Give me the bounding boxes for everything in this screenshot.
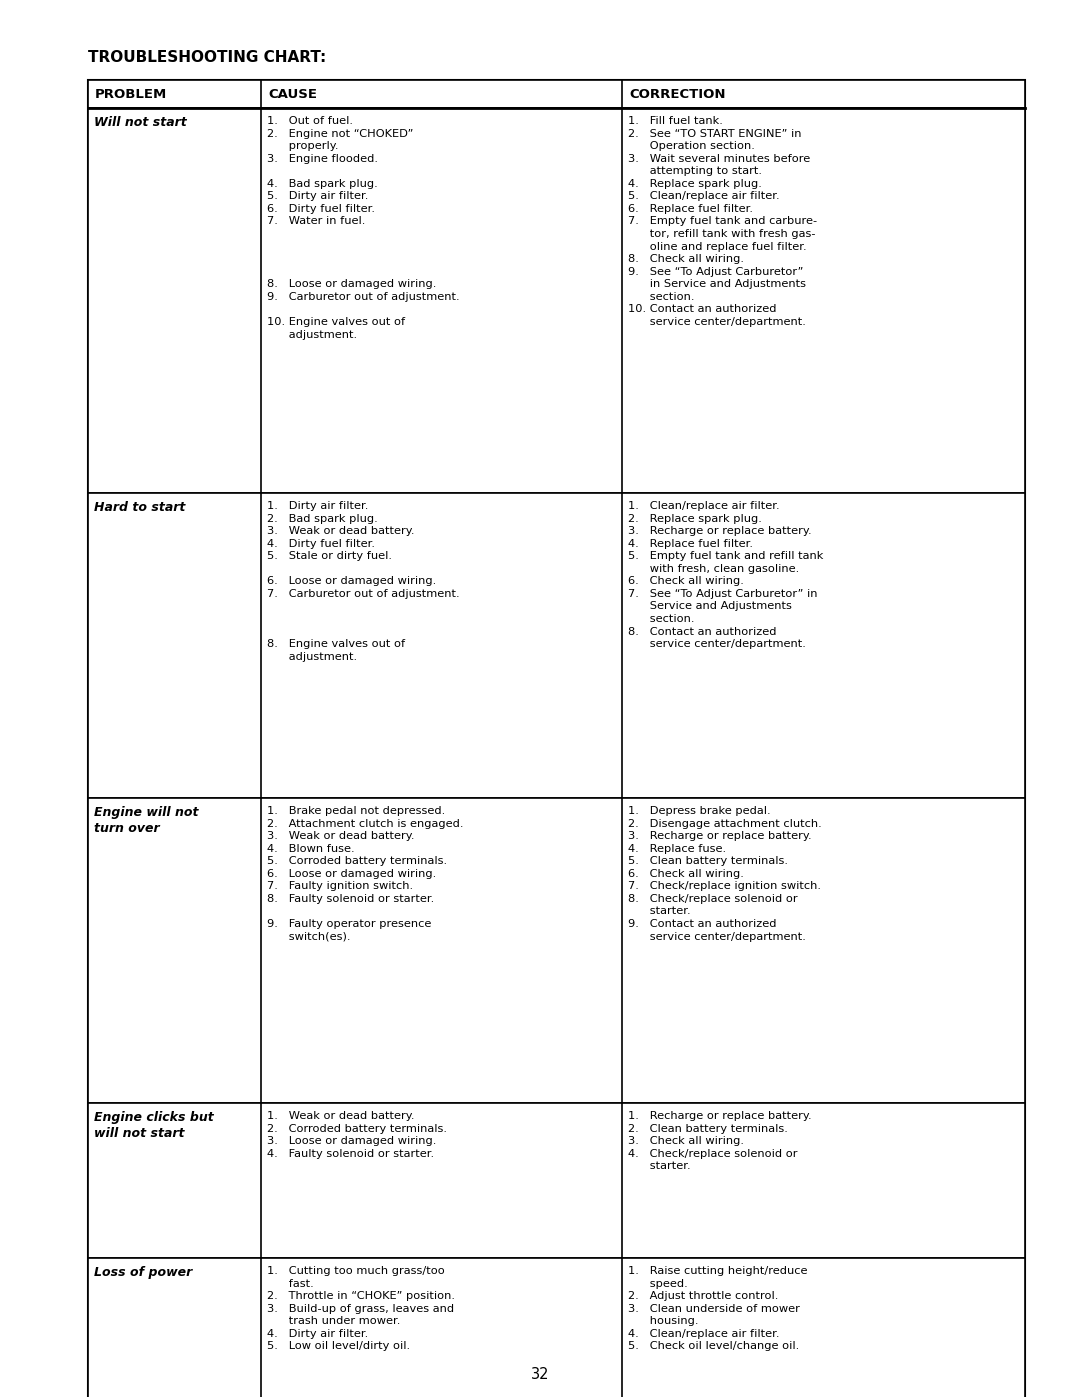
Text: 1.   Fill fuel tank.
2.   See “TO START ENGINE” in
      Operation section.
3.  : 1. Fill fuel tank. 2. See “TO START ENGI… — [629, 116, 818, 327]
Text: Engine will not
turn over: Engine will not turn over — [94, 806, 199, 835]
Text: 1.   Dirty air filter.
2.   Bad spark plug.
3.   Weak or dead battery.
4.   Dirt: 1. Dirty air filter. 2. Bad spark plug. … — [268, 502, 460, 662]
Bar — [87, 1104, 1025, 1259]
Text: 1.   Out of fuel.
2.   Engine not “CHOKED”
      properly.
3.   Engine flooded.
: 1. Out of fuel. 2. Engine not “CHOKED” p… — [268, 116, 460, 339]
Bar — [87, 798, 1025, 1104]
Bar — [87, 493, 1025, 798]
Text: 1.   Recharge or replace battery.
2.   Clean battery terminals.
3.   Check all w: 1. Recharge or replace battery. 2. Clean… — [629, 1111, 812, 1171]
Text: 1.   Raise cutting height/reduce
      speed.
2.   Adjust throttle control.
3.  : 1. Raise cutting height/reduce speed. 2.… — [629, 1266, 808, 1351]
Text: 1.   Brake pedal not depressed.
2.   Attachment clutch is engaged.
3.   Weak or : 1. Brake pedal not depressed. 2. Attachm… — [268, 806, 463, 942]
Bar — [87, 80, 1025, 1397]
Text: 32: 32 — [530, 1368, 550, 1382]
Text: Loss of power: Loss of power — [94, 1266, 192, 1280]
Text: Engine clicks but
will not start: Engine clicks but will not start — [94, 1111, 214, 1140]
Text: PROBLEM: PROBLEM — [95, 88, 167, 101]
Text: 1.   Cutting too much grass/too
      fast.
2.   Throttle in “CHOKE” position.
3: 1. Cutting too much grass/too fast. 2. T… — [268, 1266, 456, 1351]
Bar — [87, 108, 1025, 493]
Text: 1.   Weak or dead battery.
2.   Corroded battery terminals.
3.   Loose or damage: 1. Weak or dead battery. 2. Corroded bat… — [268, 1111, 447, 1158]
Text: CORRECTION: CORRECTION — [629, 88, 726, 101]
Text: 1.   Clean/replace air filter.
2.   Replace spark plug.
3.   Recharge or replace: 1. Clean/replace air filter. 2. Replace … — [629, 502, 823, 650]
Text: Hard to start: Hard to start — [94, 502, 186, 514]
Bar — [87, 80, 1025, 108]
Text: 1.   Depress brake pedal.
2.   Disengage attachment clutch.
3.   Recharge or rep: 1. Depress brake pedal. 2. Disengage att… — [629, 806, 822, 942]
Text: Will not start: Will not start — [94, 116, 187, 129]
Text: CAUSE: CAUSE — [268, 88, 318, 101]
Text: TROUBLESHOOTING CHART:: TROUBLESHOOTING CHART: — [87, 50, 326, 66]
Bar — [87, 1259, 1025, 1397]
